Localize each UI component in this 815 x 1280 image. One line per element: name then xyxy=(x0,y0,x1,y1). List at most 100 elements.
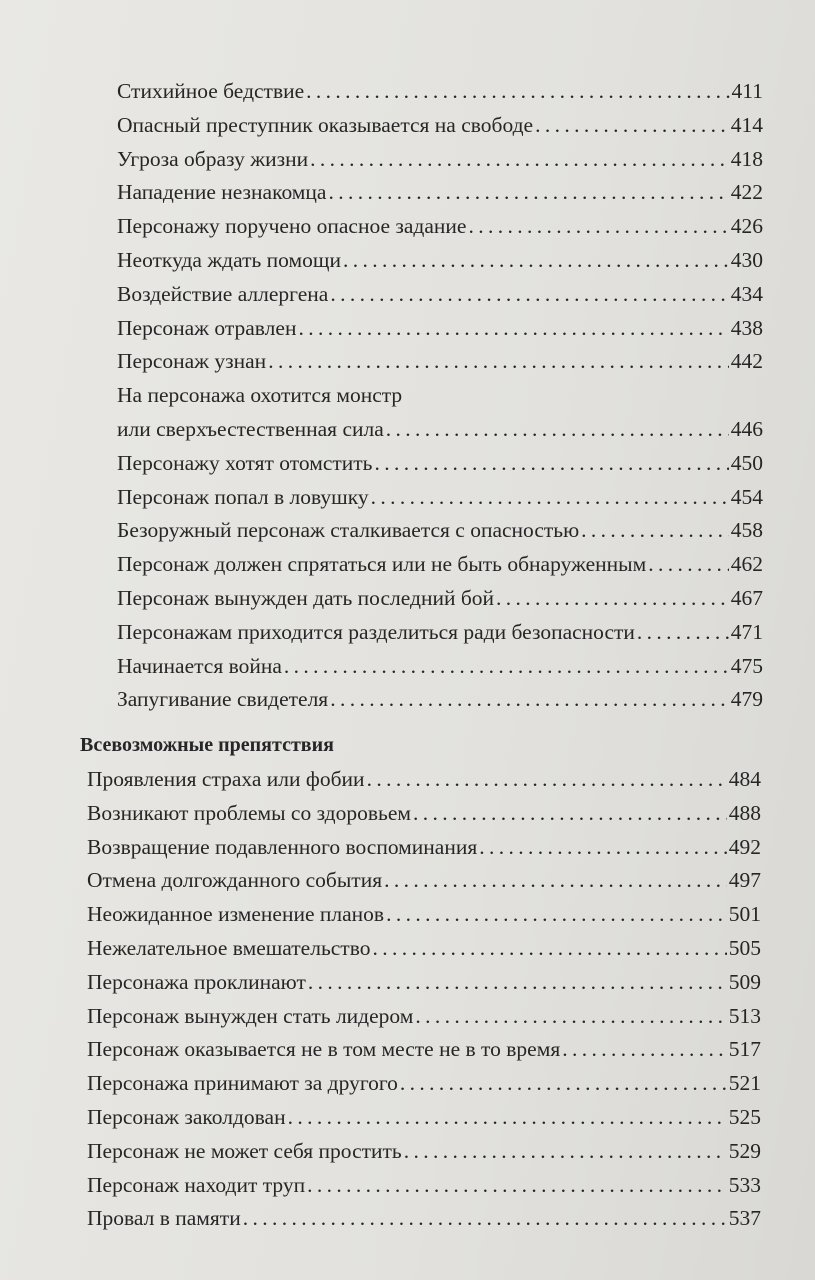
entry-page: 430 xyxy=(730,247,763,272)
toc-entry: или сверхъестественная сила 446 xyxy=(117,413,763,447)
dot-leader xyxy=(535,109,729,143)
dot-leader xyxy=(371,481,729,515)
dot-leader xyxy=(400,1067,727,1101)
entry-title: Персонаж отравлен xyxy=(117,315,297,340)
dot-leader xyxy=(330,278,728,312)
toc-entry: Нежелательное вмешательство 505 xyxy=(87,932,761,966)
dot-leader xyxy=(496,582,729,616)
entry-page: 438 xyxy=(730,315,763,340)
entry-title: Персонаж вынужден стать лидером xyxy=(87,1003,414,1028)
entry-title: На персонажа охотится монстр xyxy=(117,383,403,408)
entry-page: 525 xyxy=(728,1104,761,1129)
toc-entry: Персонаж должен спрятаться или не быть о… xyxy=(117,548,763,582)
entry-title: Нежелательное вмешательство xyxy=(87,935,371,960)
toc-entry: Персонаж попал в ловушку 454 xyxy=(117,481,763,515)
entry-title: Персонажу хотят отомстить xyxy=(117,450,373,475)
entry-title: Провал в памяти xyxy=(87,1206,241,1231)
toc-entry: Провал в памяти 537 xyxy=(87,1202,761,1236)
entry-page: 458 xyxy=(730,518,763,543)
dot-leader xyxy=(307,1169,727,1203)
entry-page: 521 xyxy=(728,1071,761,1096)
entry-title: Возвращение подавленного воспоминания xyxy=(87,834,478,859)
dot-leader xyxy=(306,75,729,109)
entry-page: 414 xyxy=(730,112,763,137)
toc-entry: Неоткуда ждать помощи 430 xyxy=(117,244,763,278)
dot-leader xyxy=(343,244,729,278)
entry-page: 533 xyxy=(728,1172,761,1197)
entry-page: 446 xyxy=(730,416,763,441)
entry-title: Запугивание свидетеля xyxy=(117,687,329,712)
entry-title: Персонажу поручено опасное задание xyxy=(117,214,467,239)
entry-page: 529 xyxy=(728,1138,761,1163)
entry-page: 471 xyxy=(730,619,763,644)
entry-page: 422 xyxy=(730,180,763,205)
dot-leader xyxy=(308,966,727,1000)
entry-title: Начинается война xyxy=(117,653,282,678)
toc-entry: Возникают проблемы со здоровьем 488 xyxy=(87,797,761,831)
toc-entry: Персонажу поручено опасное задание 426 xyxy=(117,210,763,244)
toc-entry: Персонажа проклинают 509 xyxy=(87,966,761,1000)
toc-entry: Проявления страха или фобии 484 xyxy=(87,763,761,797)
entry-title: Возникают проблемы со здоровьем xyxy=(87,800,411,825)
dot-leader xyxy=(648,548,729,582)
entry-title: Опасный преступник оказывается на свобод… xyxy=(117,112,534,137)
entry-title: Безоружный персонаж сталкивается с опасн… xyxy=(117,518,580,543)
entry-title: Отмена долгожданного события xyxy=(87,868,383,893)
dot-leader xyxy=(298,312,728,346)
toc-entry: Персонаж оказывается не в том месте не в… xyxy=(87,1033,761,1067)
entry-page: 462 xyxy=(730,552,763,577)
entry-title: Угроза образу жизни xyxy=(117,146,309,171)
entry-page: 450 xyxy=(730,450,763,475)
toc-entry: Безоружный персонаж сталкивается с опасн… xyxy=(117,514,763,548)
entry-title: Воздействие аллергена xyxy=(117,281,329,306)
entry-title: Персонаж не может себя простить xyxy=(87,1138,402,1163)
toc-entry: Персонаж узнан 442 xyxy=(117,345,763,379)
toc-entry: Персонаж вынужден дать последний бой 467 xyxy=(117,582,763,616)
dot-leader xyxy=(386,898,727,932)
entry-title: Персонаж оказывается не в том месте не в… xyxy=(87,1037,561,1062)
entry-title: Персонажа проклинают xyxy=(87,969,306,994)
toc-entry: Стихийное бедствие 411 xyxy=(117,75,763,109)
toc-entry: Запугивание свидетеля 479 xyxy=(117,683,763,717)
entry-page: 442 xyxy=(730,349,763,374)
toc-entry: Персонаж отравлен 438 xyxy=(117,312,763,346)
dot-leader xyxy=(415,1000,726,1034)
entry-page: 475 xyxy=(730,653,763,678)
entry-page: 497 xyxy=(728,868,761,893)
toc-entry: Начинается война 475 xyxy=(117,650,763,684)
toc-entry: Отмена долгожданного события 497 xyxy=(87,864,761,898)
entry-title: Персонаж находит труп xyxy=(87,1172,306,1197)
entry-page: 454 xyxy=(730,484,763,509)
toc-entry: Возвращение подавленного воспоминания 492 xyxy=(87,831,761,865)
dot-leader xyxy=(374,447,728,481)
dot-leader xyxy=(562,1033,727,1067)
dot-leader xyxy=(310,143,729,177)
entry-title: Персонаж вынужден дать последний бой xyxy=(117,585,495,610)
entry-page: 434 xyxy=(730,281,763,306)
entry-title: Персонаж заколдован xyxy=(87,1104,286,1129)
dot-leader xyxy=(243,1202,727,1236)
entry-page: 492 xyxy=(728,834,761,859)
toc-entry: Персонаж находит труп 533 xyxy=(87,1169,761,1203)
entry-page: 517 xyxy=(728,1037,761,1062)
toc-entry: Опасный преступник оказывается на свобод… xyxy=(117,109,763,143)
toc-entry: Персонаж не может себя простить 529 xyxy=(87,1135,761,1169)
entry-page: 418 xyxy=(730,146,763,171)
toc-entry: Персонаж заколдован 525 xyxy=(87,1101,761,1135)
entry-title: Персонажа принимают за другого xyxy=(87,1071,398,1096)
dot-leader xyxy=(386,413,729,447)
entry-page: 411 xyxy=(731,79,763,103)
entry-page: 537 xyxy=(728,1206,761,1231)
entry-title: Персонажам приходится разделиться ради б… xyxy=(117,619,635,644)
toc-entry: Персонаж вынужден стать лидером 513 xyxy=(87,1000,761,1034)
dot-leader xyxy=(404,1135,727,1169)
dot-leader xyxy=(581,514,729,548)
dot-leader xyxy=(637,616,729,650)
entry-title: или сверхъестественная сила xyxy=(117,416,384,441)
dot-leader xyxy=(328,176,728,210)
entry-title: Нападение незнакомца xyxy=(117,180,327,205)
entry-title: Стихийное бедствие xyxy=(117,79,305,103)
toc-entry: Неожиданное изменение планов 501 xyxy=(87,898,761,932)
entry-page: 501 xyxy=(728,902,761,927)
dot-leader xyxy=(413,797,727,831)
